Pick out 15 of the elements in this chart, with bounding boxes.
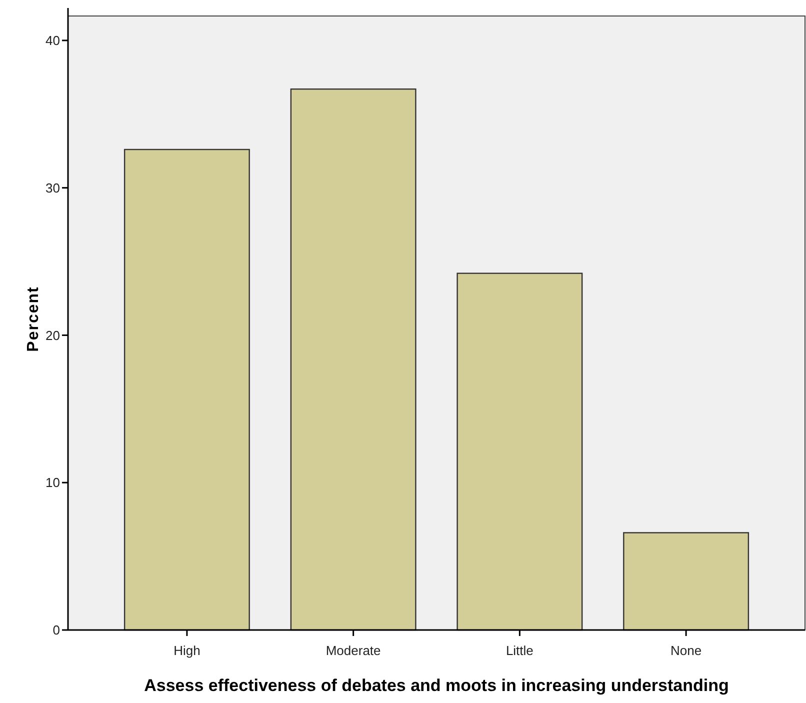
- x-tick-label: High: [174, 643, 200, 658]
- y-tick-label: 0: [52, 622, 60, 638]
- bar: [456, 272, 583, 631]
- bar: [124, 148, 250, 631]
- y-tick-label: 20: [46, 328, 60, 343]
- x-axis-title: Assess effectiveness of debates and moots in increasing understanding: [144, 676, 729, 695]
- x-tick-label: Little: [506, 643, 534, 658]
- x-tick-label: Moderate: [326, 643, 381, 658]
- x-tick-label: None: [670, 643, 702, 658]
- bar: [290, 88, 416, 631]
- bar: [623, 532, 750, 631]
- y-axis-title: Percent: [25, 286, 42, 352]
- y-tick-label: 10: [46, 475, 60, 490]
- y-tick-label: 30: [46, 180, 60, 196]
- y-tick-label: 40: [46, 32, 60, 48]
